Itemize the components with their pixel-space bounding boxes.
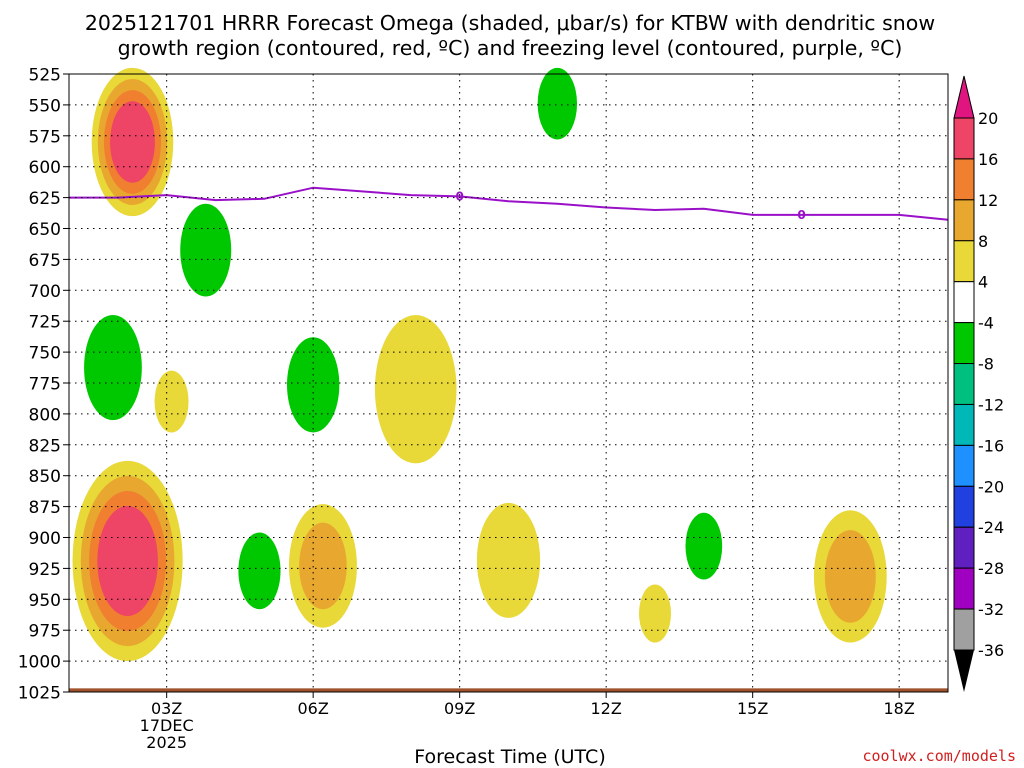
y-axis-tick-label: 525 (29, 66, 61, 86)
omega-feature-17z-low-maximum-level-8 (824, 530, 876, 623)
y-axis-tick-label: 725 (29, 313, 61, 333)
y-axis-tick-label: 775 (29, 375, 61, 395)
y-axis-tick-label: 625 (29, 189, 61, 209)
omega-feature-02z-mid-sink-level--4 (84, 315, 142, 421)
colorbar-tick-label: 16 (978, 150, 998, 169)
omega-feature-14z-low-sink-level--4 (685, 512, 723, 580)
credit-link[interactable]: coolwx.com/models (862, 747, 1016, 765)
omega-feature-upper-left-maximum-level-16 (110, 101, 155, 183)
y-axis-tick-label: 750 (29, 344, 61, 364)
colorbar-tick-label: 8 (978, 232, 988, 251)
colorbar-segment (953, 199, 975, 242)
y-axis-tick-label: 1000 (18, 653, 61, 673)
omega-feature-03z-mid-rise-level-4 (154, 370, 189, 433)
y-axis-tick-label: 700 (29, 282, 61, 302)
colorbar-segment (953, 567, 975, 610)
colorbar-tick-label: -24 (978, 518, 1004, 537)
x-axis-tick-label: 09Z (444, 699, 475, 718)
omega-feature-06z-mid-sink-level--4 (286, 337, 340, 433)
colorbar-tick-label: -28 (978, 559, 1004, 578)
colorbar-segment (953, 117, 975, 160)
omega-feature-11z-upper-sink-level--4 (537, 67, 578, 140)
y-axis-tick-label: 950 (29, 591, 61, 611)
terrain-surface (69, 688, 948, 692)
x-axis-tick-label: 12Z (591, 699, 622, 718)
colorbar-segment (953, 526, 975, 569)
x-axis-date-label: 17DEC (140, 716, 194, 735)
omega-feature-lower-left-maximum-level-16 (97, 505, 158, 617)
colorbar-top-arrow (953, 75, 975, 119)
colorbar-tick-label: -12 (978, 395, 1004, 414)
y-axis-tick-label: 925 (29, 560, 61, 580)
colorbar-segment (953, 281, 975, 324)
omega-feature-13z-low-rise-level-4 (639, 584, 671, 643)
colorbar-tick-label: 20 (978, 109, 998, 128)
omega-feature-06z-low-maximum-level-8 (299, 522, 347, 610)
omega-feature-05z-low-sink-level--4 (238, 532, 281, 610)
freezing-level-label: 0 (797, 208, 805, 222)
freezing-level-label: 0 (455, 189, 463, 203)
colorbar-segment (953, 363, 975, 405)
colorbar-tick-label: -4 (978, 314, 994, 333)
x-axis-tick-label: 06Z (298, 699, 329, 718)
colorbar-segment (953, 158, 975, 201)
omega-feature-10z-low-rise-level-4 (476, 502, 541, 618)
y-axis-tick-label: 800 (29, 405, 61, 425)
colorbar-tick-label: -32 (978, 600, 1004, 619)
colorbar-segment (953, 240, 975, 283)
colorbar-segment (953, 322, 975, 365)
x-axis-tick-label: 15Z (737, 699, 768, 718)
y-axis-tick-label: 575 (29, 127, 61, 147)
y-axis-tick-label: 900 (29, 529, 61, 549)
omega-feature-04z-sink-level--4 (180, 203, 232, 297)
chart-title-line1: 2025121701 HRRR Forecast Omega (shaded, … (85, 11, 935, 35)
x-axis-tick-label: 18Z (884, 699, 915, 718)
colorbar-tick-label: -8 (978, 355, 994, 374)
colorbar-tick-label: -16 (978, 436, 1004, 455)
colorbar-segment (953, 608, 975, 651)
y-axis-tick-label: 600 (29, 158, 61, 178)
colorbar-tick-label: -36 (978, 641, 1004, 660)
y-axis-tick-label: 650 (29, 220, 61, 240)
y-axis-tick-label: 875 (29, 498, 61, 518)
colorbar-segment (953, 403, 975, 446)
x-axis-year-label: 2025 (146, 733, 187, 752)
colorbar-tick-label: 4 (978, 273, 988, 292)
omega-feature-08z-mid-rise-level-4 (374, 315, 457, 464)
y-axis-tick-label: 550 (29, 96, 61, 116)
y-axis-tick-label: 675 (29, 251, 61, 271)
colorbar-tick-label: -20 (978, 477, 1004, 496)
freezing-level-line (69, 186, 949, 221)
colorbar-tick-label: 12 (978, 191, 998, 210)
y-axis-tick-label: 1025 (18, 684, 61, 704)
colorbar-bottom-arrow (954, 650, 974, 692)
colorbar-segment (953, 485, 975, 528)
x-axis-label: Forecast Time (UTC) (414, 746, 605, 768)
y-axis-tick-label: 975 (29, 622, 61, 642)
y-axis-tick-label: 850 (29, 467, 61, 487)
colorbar-segment (953, 444, 975, 487)
y-axis-tick-label: 825 (29, 436, 61, 456)
chart-title-line2: growth region (contoured, red, ºC) and f… (118, 36, 903, 60)
x-axis-tick-label: 03Z (151, 699, 182, 718)
